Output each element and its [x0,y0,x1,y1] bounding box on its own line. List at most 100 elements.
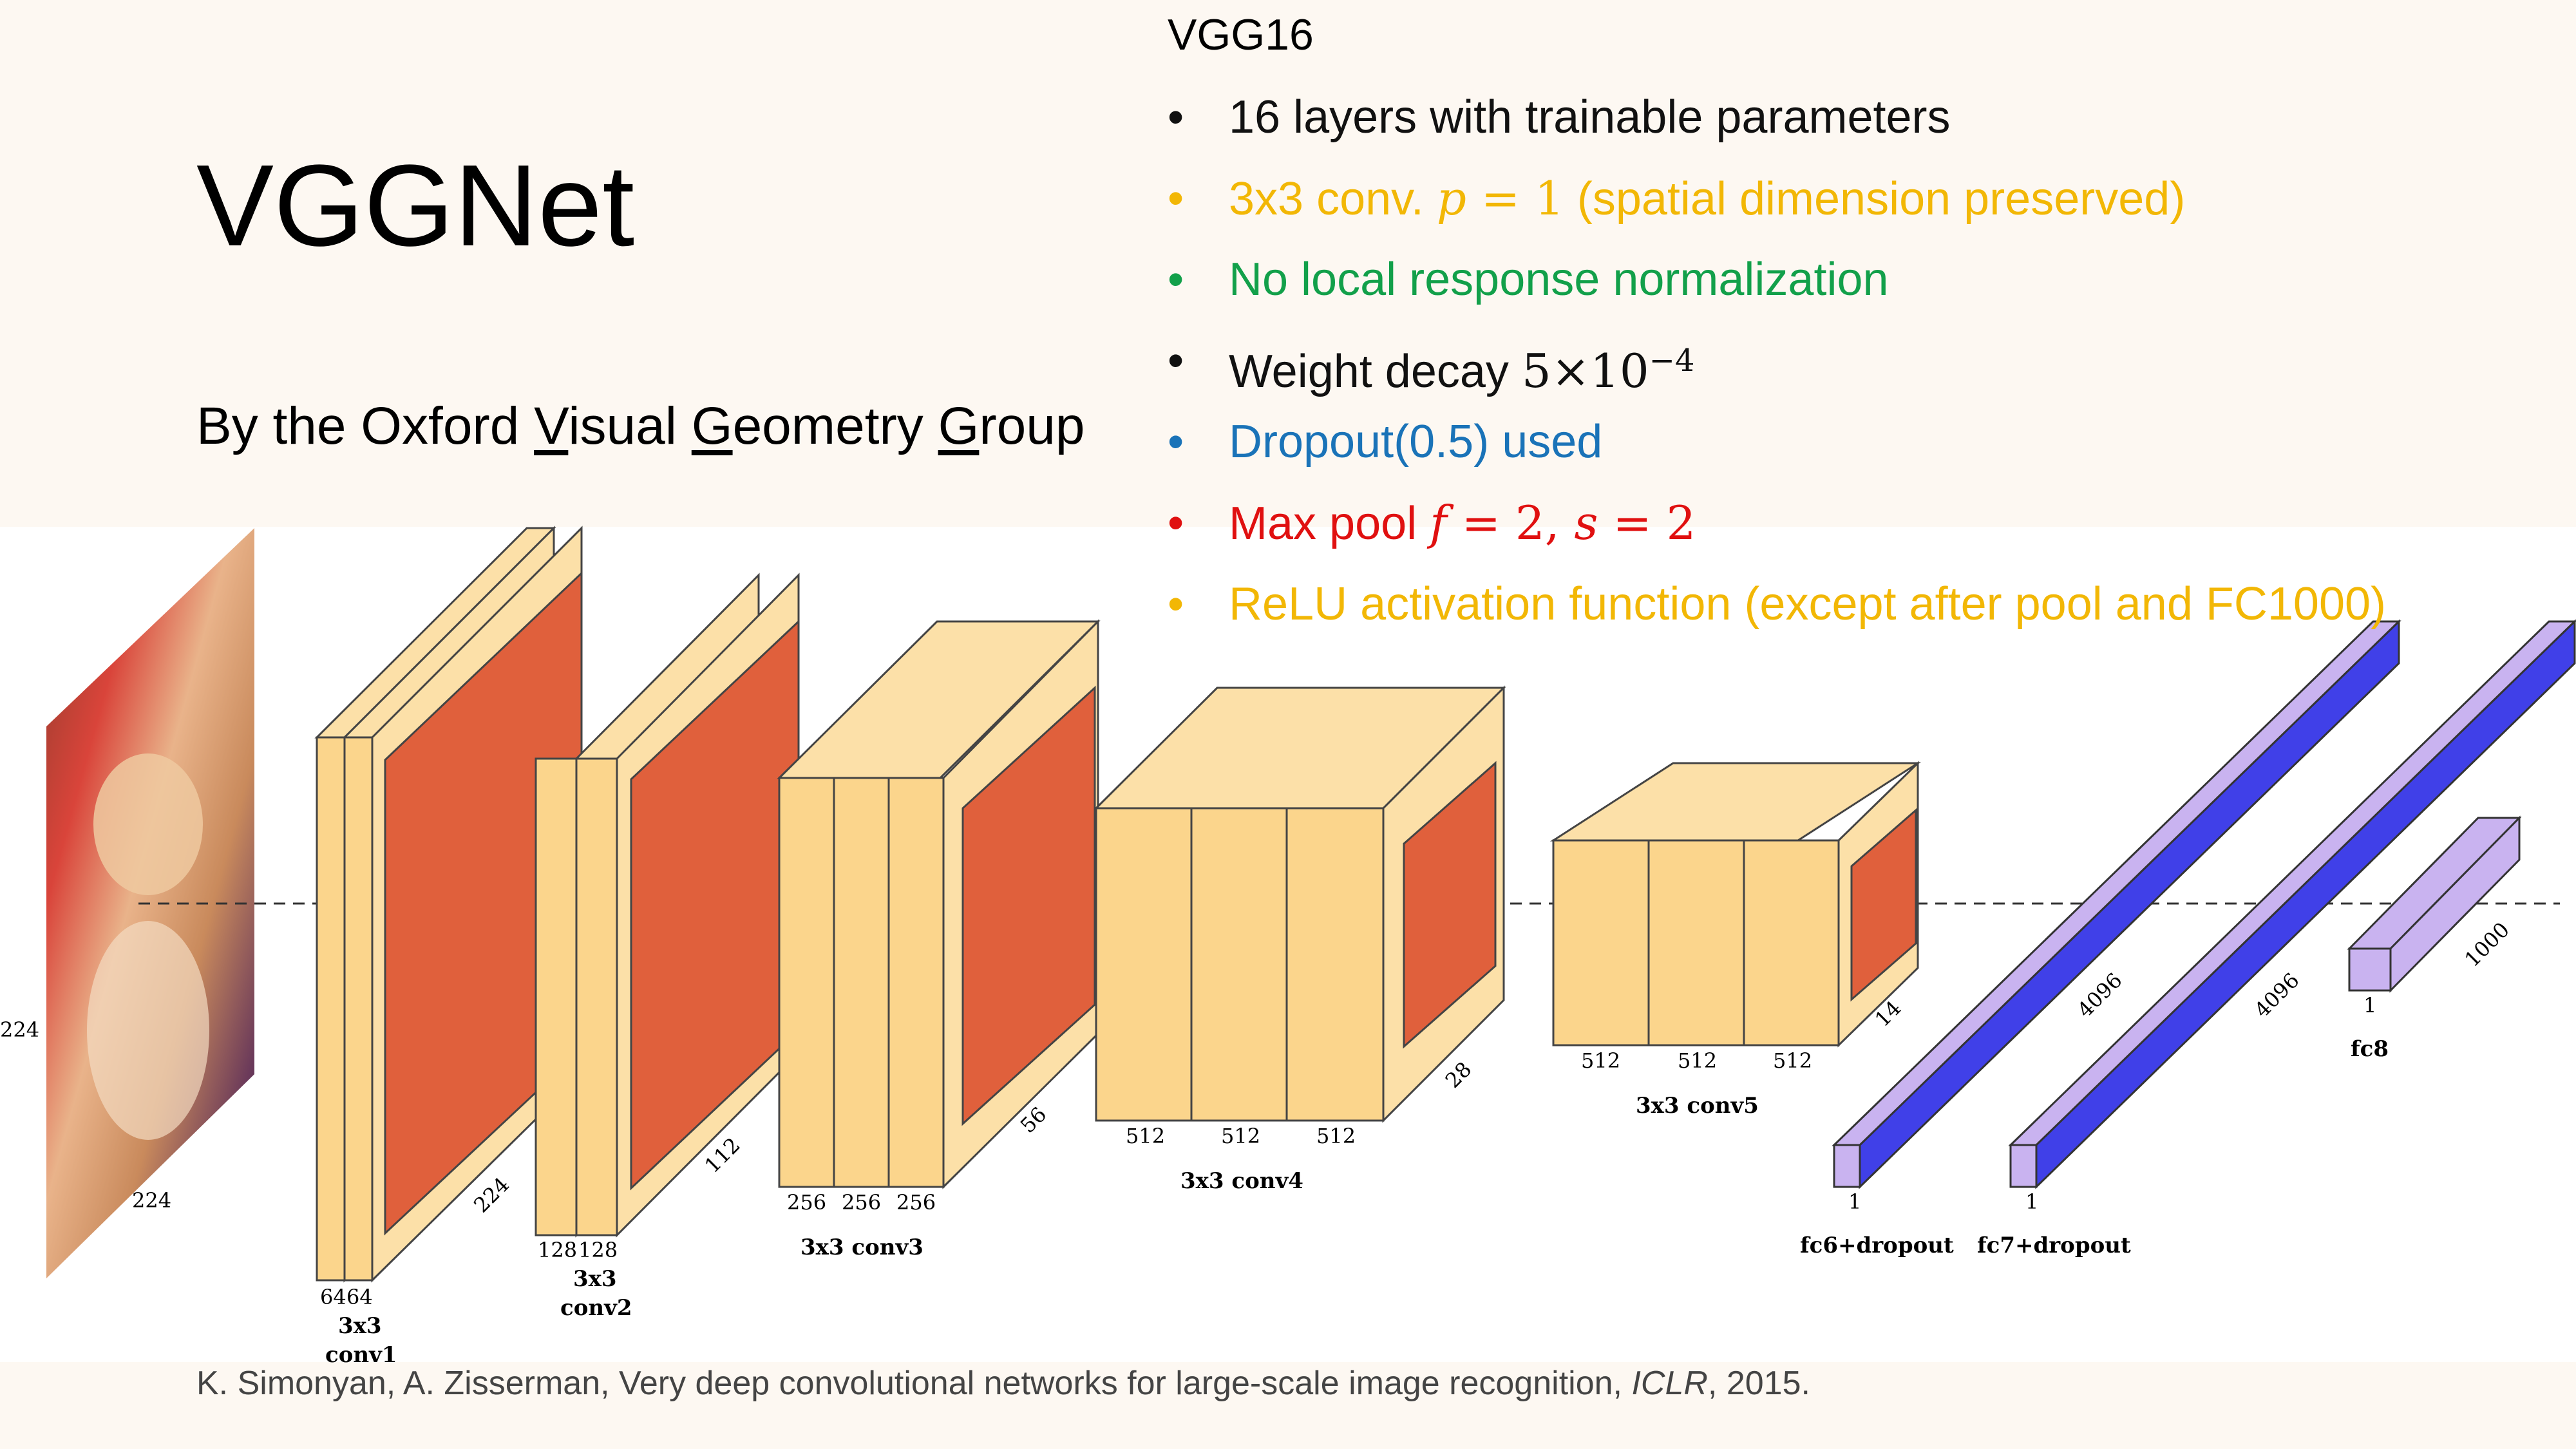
conv2-layer-b-front [575,757,618,1236]
conv3-layer-a-front [778,777,835,1188]
feature-text: (spatial dimension preserved) [1564,173,2186,225]
conv3-pool [961,685,1096,1126]
kitten-face [93,753,203,895]
subtitle-initial: G [691,397,733,455]
bullet-icon: • [1168,416,1184,468]
fc6-width-label: 1 [1848,1189,1861,1214]
conv4-pool [1403,761,1497,1049]
conv3-group-label: 3x3 conv3 [800,1235,923,1260]
feature-item: • Dropout(0.5) used [1168,415,2386,496]
bullet-icon: • [1168,173,1184,224]
footer-band [0,1362,2576,1449]
fc8-block [2347,815,2522,993]
conv2-depth-label-a: 128 [538,1238,577,1262]
math-fragment: 5×10 [1521,344,1649,398]
math-fragment: s [1574,496,1598,550]
citation: K. Simonyan, A. Zisserman, Very deep con… [196,1364,1810,1403]
slide-title: VGGNet [196,141,635,270]
conv4-depth-label-b: 512 [1221,1124,1260,1148]
fc8-front [2348,947,2392,992]
conv2-group-line-2: conv2 [560,1295,632,1321]
list-heading: VGG16 [1168,10,1314,59]
feature-item: • No local response normalization [1168,252,2386,334]
input-height-label: 224 [0,1018,39,1042]
conv4-block [1094,685,1506,1123]
conv1-block [314,526,583,1283]
fc8-group-label: fc8 [2351,1036,2389,1062]
feature-text: 3x3 conv. [1229,173,1437,225]
conv1-depth-label-b: 64 [346,1285,373,1309]
conv3-depth-label-a: 256 [787,1190,826,1215]
fc6-group-label: fc6+dropout [1800,1233,1954,1258]
conv3-depth-label-b: 256 [842,1190,881,1215]
feature-item: • Max pool f = 2, s = 2 [1168,496,2386,577]
feature-text: Dropout(0.5) used [1229,416,1603,468]
fc7-group-label: fc7+dropout [1977,1233,2131,1258]
subtitle-initial: V [534,397,569,455]
bullet-icon: • [1168,578,1184,630]
conv1-depth-label-a: 64 [320,1285,346,1309]
fc6-length-label: 4096 [2072,968,2126,1022]
math-fragment: = 1 [1466,171,1564,225]
subtitle-initial: G [938,397,980,455]
slide-subtitle: By the Oxford Visual Geometry Group [196,396,1085,457]
subtitle-text: roup [979,397,1085,455]
fc8-length-label: 1000 [2460,917,2514,971]
bullet-icon: • [1168,254,1184,305]
fc7-block [2008,619,2576,1189]
conv4-depth-label-c: 512 [1316,1124,1356,1148]
bullet-icon: • [1168,335,1184,386]
citation-year: , 2015. [1707,1365,1810,1402]
math-fragment: = 2, [1446,496,1575,550]
feature-item: • Weight decay 5×10−4 [1168,334,2386,415]
conv2-group-label: 3x3 conv2 [560,1266,632,1321]
conv5-group-label: 3x3 conv5 [1636,1093,1759,1119]
conv2-layer-a-front [535,757,578,1236]
citation-text: K. Simonyan, A. Zisserman, Very deep con… [196,1365,1632,1402]
subtitle-text: By the Oxford [196,397,535,455]
math-fragment: −4 [1649,343,1695,379]
kitten-body [87,921,209,1140]
fc6-block [1832,619,2401,1189]
conv2-group-line-1: 3x3 [573,1266,617,1292]
conv1-group-line-2: conv1 [325,1342,397,1368]
conv2-block [535,573,800,1238]
conv5-depth-label-c: 512 [1773,1048,1812,1073]
conv4-spatial-label: 28 [1441,1057,1477,1093]
header-band [0,0,2576,527]
conv4-group-label: 3x3 conv4 [1180,1168,1303,1194]
math-fragment: f [1430,496,1447,550]
bullet-icon: • [1168,91,1184,143]
conv3-depth-label-c: 256 [896,1190,936,1215]
conv1-group-label: 3x3 conv1 [325,1313,397,1368]
conv3-block [777,619,1101,1189]
conv1-layer-a-front [316,736,346,1282]
feature-text: No local response normalization [1229,254,1889,305]
conv5-pool [1850,808,1917,1002]
feature-item: • 16 layers with trainable parameters [1168,90,2386,171]
fc6-front [1833,1144,1861,1188]
math-fragment: p [1436,171,1466,225]
fc8-width-label: 1 [2363,993,2376,1018]
fc7-length-label: 4096 [2249,968,2304,1022]
feature-item: • ReLU activation function (except after … [1168,577,2386,658]
feature-item: • 3x3 conv. p = 1 (spatial dimension pres… [1168,171,2386,252]
fc7-width-label: 1 [2025,1189,2038,1214]
fc7-front [2009,1144,2038,1188]
feature-text: Weight decay [1229,346,1522,397]
conv4-front [1095,807,1385,1122]
subtitle-text: eometry [732,397,938,455]
conv1-group-line-1: 3x3 [338,1313,382,1339]
feature-text: Max pool [1229,498,1430,549]
feature-list: • 16 layers with trainable parameters • 3x3… [1168,90,2386,658]
citation-venue: ICLR [1631,1365,1708,1402]
input-width-label: 224 [132,1188,171,1213]
conv3-layer-c-front [887,777,945,1188]
conv5-depth-label-a: 512 [1581,1048,1620,1073]
conv3-layer-b-front [833,777,890,1188]
math-fragment: = 2 [1598,496,1696,550]
conv1-layer-b-front [343,736,374,1282]
subtitle-text: isual [568,397,692,455]
conv5-front [1552,839,1840,1046]
